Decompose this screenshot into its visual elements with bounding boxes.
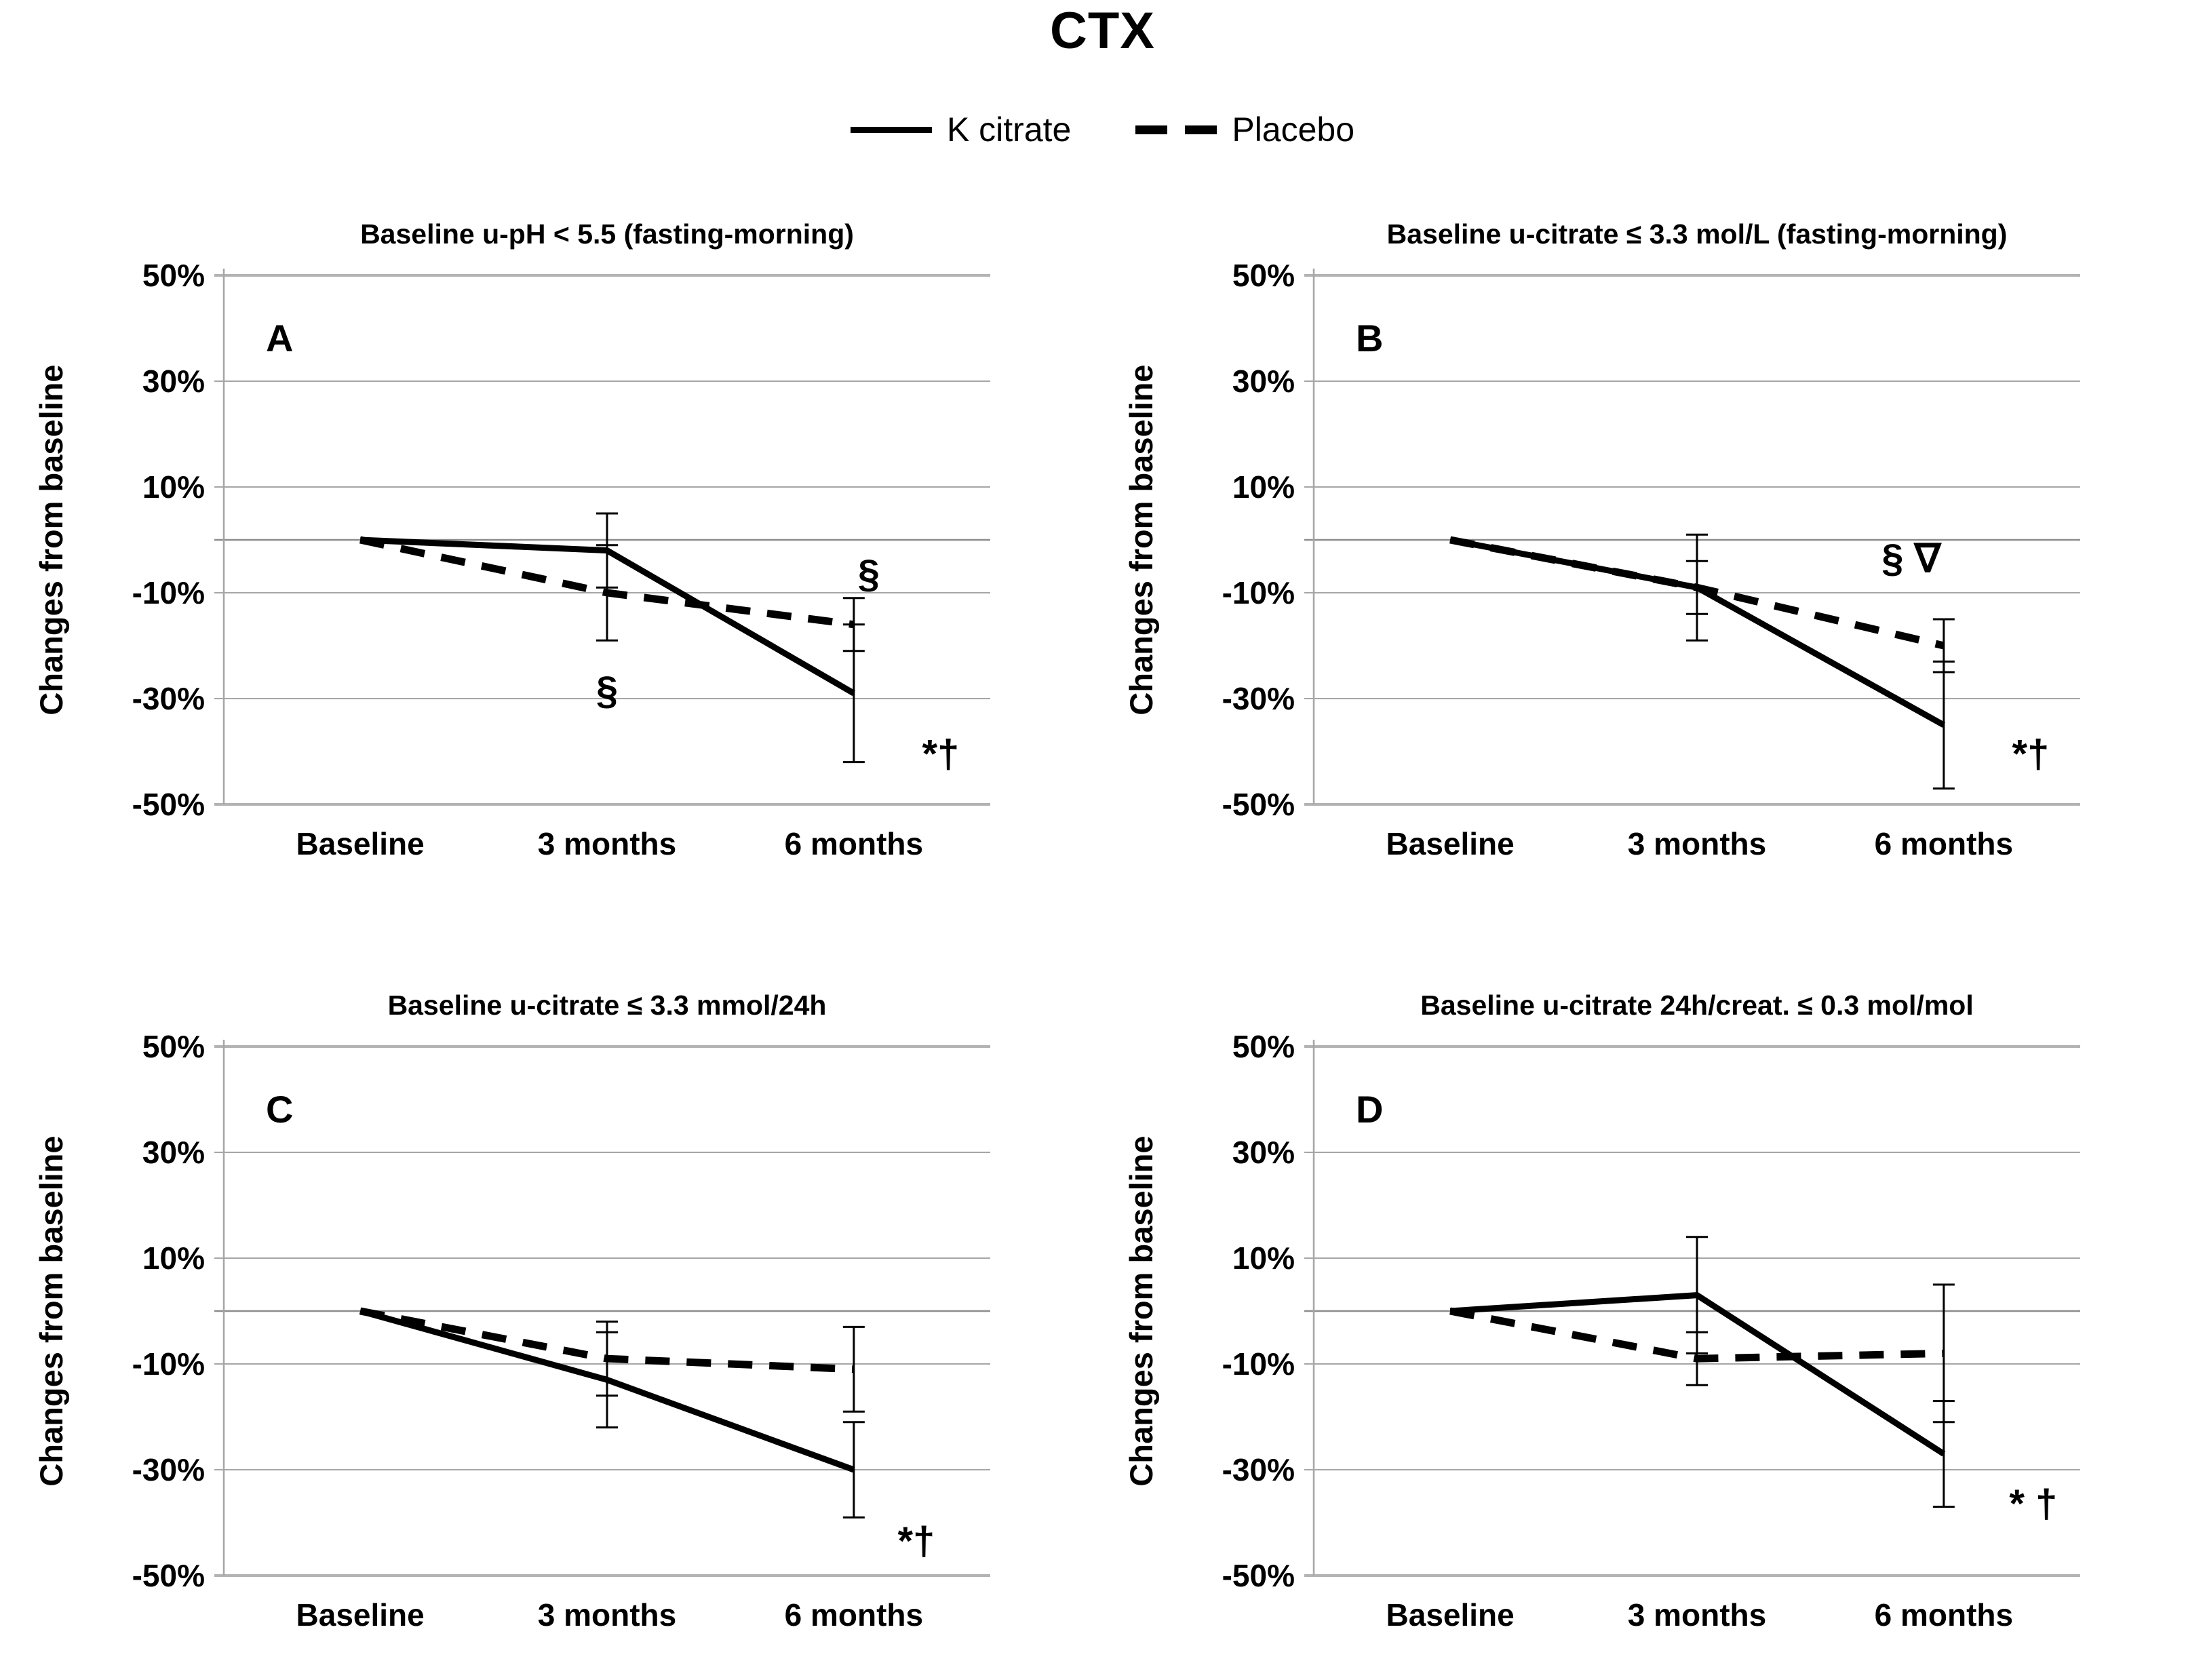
x-tick-label: 3 months [538, 826, 676, 861]
y-axis-title: Changes from baseline [1123, 1135, 1159, 1486]
y-tick-label: 30% [142, 364, 205, 399]
y-tick-label: -30% [132, 681, 205, 716]
significance-annotation: § [858, 552, 880, 596]
legend-item-kcitrate: K citrate [850, 110, 1072, 149]
y-tick-label: 30% [142, 1135, 205, 1170]
y-tick-label: -10% [132, 1346, 205, 1382]
x-tick-label: Baseline [296, 826, 425, 861]
x-tick-label: Baseline [1386, 1597, 1515, 1633]
significance-annotation: *† [922, 732, 959, 776]
series-line-placebo [359, 1307, 855, 1373]
panel-title: Baseline u-citrate ≤ 3.3 mol/L (fasting-… [1387, 218, 2008, 250]
legend-label-placebo: Placebo [1232, 111, 1355, 149]
y-tick-label: 50% [142, 258, 205, 293]
panel-title: Baseline u-pH < 5.5 (fasting-morning) [360, 218, 854, 250]
significance-annotation: *† [897, 1519, 935, 1563]
legend-item-placebo: Placebo [1135, 110, 1354, 149]
solid-line-sample [850, 126, 932, 133]
x-tick-label: Baseline [296, 1597, 425, 1633]
y-tick-label: -30% [1222, 1452, 1295, 1487]
y-tick-label: 30% [1232, 364, 1295, 399]
y-axis-title: Changes from baseline [33, 364, 69, 715]
x-tick-label: 6 months [785, 1597, 923, 1633]
series-line-kcitrate [1449, 1292, 1946, 1457]
series-line-placebo [1449, 1307, 1944, 1363]
series-line-placebo [1449, 536, 1945, 650]
y-tick-label: 50% [142, 1029, 205, 1064]
x-tick-label: 3 months [1628, 826, 1766, 861]
y-tick-label: -30% [132, 1452, 205, 1487]
y-tick-label: 10% [142, 469, 205, 505]
x-tick-label: Baseline [1386, 826, 1515, 861]
y-tick-label: -50% [1222, 1558, 1295, 1593]
y-tick-label: -30% [1222, 681, 1295, 716]
panel-title: Baseline u-citrate ≤ 3.3 mmol/24h [388, 990, 827, 1021]
dashed-line-sample [1135, 125, 1217, 134]
panel-letter: A [266, 317, 293, 359]
y-tick-label: 10% [1232, 469, 1295, 505]
panel-letter: D [1356, 1088, 1383, 1131]
series-line-kcitrate [359, 536, 856, 697]
y-tick-label: -10% [1222, 1346, 1295, 1382]
y-tick-label: -50% [1222, 787, 1295, 822]
significance-annotation: § ∇ [1881, 536, 1942, 581]
y-tick-label: -10% [132, 575, 205, 610]
figure-title: CTX [1050, 2, 1155, 60]
significance-annotation: *† [2012, 732, 2049, 776]
y-tick-label: -50% [132, 787, 205, 822]
y-tick-label: -50% [132, 1558, 205, 1593]
panel-title: Baseline u-citrate 24h/creat. ≤ 0.3 mol/… [1420, 990, 1973, 1021]
panel-D: 50% 30% 10% -10% -30% -50% Changes from baseli… [1123, 990, 2080, 1633]
x-tick-label: 6 months [1875, 826, 2013, 861]
legend-label-kcitrate: K citrate [946, 111, 1072, 149]
y-tick-label: 10% [1232, 1241, 1295, 1276]
panel-C: 50% 30% 10% -10% -30% -50% Changes from baseli… [33, 990, 990, 1633]
y-axis-title: Changes from baseline [33, 1135, 69, 1486]
y-tick-label: 30% [1232, 1135, 1295, 1170]
y-tick-label: 10% [142, 1241, 205, 1276]
x-tick-label: 3 months [1628, 1597, 1766, 1633]
panel-B: 50% 30% 10% -10% -30% -50% Changes from baseli… [1123, 218, 2080, 861]
y-axis-title: Changes from baseline [1123, 364, 1159, 715]
panel-letter: B [1356, 317, 1383, 359]
significance-annotation: § [596, 669, 618, 713]
series-line-kcitrate [359, 1308, 855, 1473]
significance-annotation: * † [2009, 1482, 2057, 1526]
panel-letter: C [266, 1088, 293, 1131]
y-tick-label: -10% [1222, 575, 1295, 610]
y-tick-label: 50% [1232, 1029, 1295, 1064]
x-tick-label: 6 months [785, 826, 923, 861]
y-tick-label: 50% [1232, 258, 1295, 293]
x-tick-label: 6 months [1875, 1597, 2013, 1633]
x-tick-label: 3 months [538, 1597, 676, 1633]
legend: K citrate Placebo [0, 110, 2205, 149]
panel-A: 50% 30% 10% -10% -30% -50% Changes from baseli… [33, 218, 990, 861]
series-line-placebo [359, 536, 855, 629]
